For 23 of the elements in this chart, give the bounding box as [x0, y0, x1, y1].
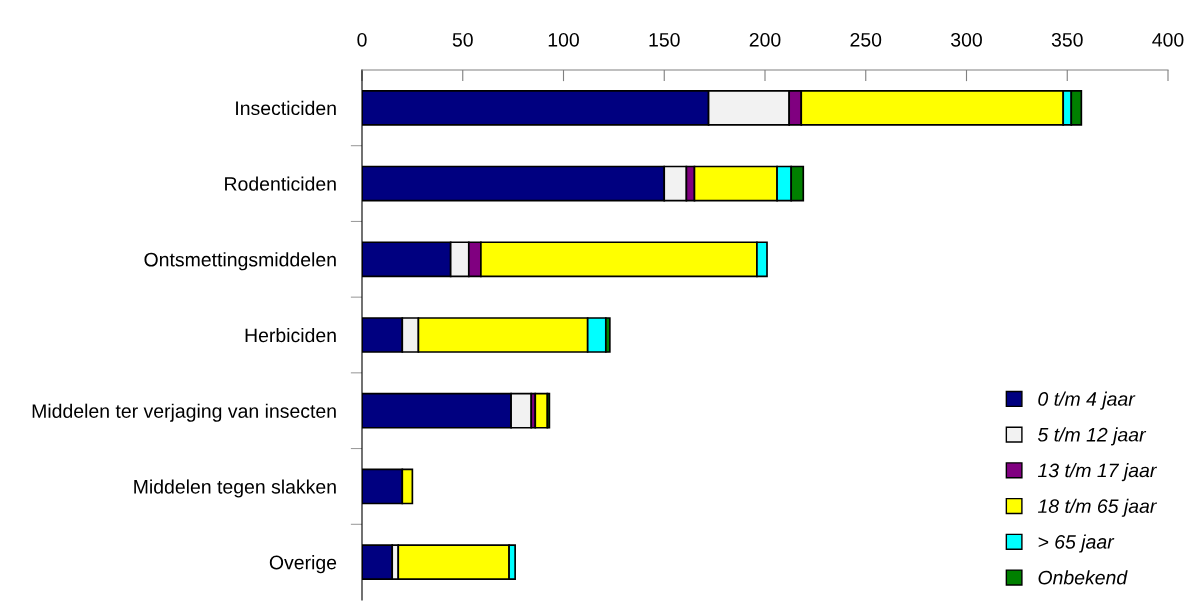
x-tick-label: 350 — [1051, 32, 1083, 47]
y-tick-label: Herbiciden — [245, 327, 336, 343]
legend-label: > 65 jaar — [1038, 534, 1115, 553]
x-tick-label: 0 — [357, 32, 367, 47]
x-tick-label: 100 — [548, 32, 579, 47]
x-tick-label: 150 — [649, 32, 680, 47]
x-tick-label: 200 — [749, 32, 781, 47]
y-tick-label: Overige — [269, 555, 337, 574]
y-tick-label: Ontsmettingsmiddelen — [144, 252, 336, 271]
x-tick-label: 400 — [1152, 32, 1184, 47]
y-tick-label: Middelen ter verjaging van insecten — [32, 403, 336, 422]
legend-label: 0 t/m 4 jaar — [1038, 391, 1136, 410]
legend-label: 5 t/m 12 jaar — [1037, 427, 1147, 446]
y-tick-label: Rodenticiden — [225, 176, 336, 191]
legend-label: Onbekend — [1038, 570, 1128, 585]
bar — [534, 392, 549, 429]
x-tick-label: 300 — [951, 32, 982, 47]
y-tick-label: Middelen tegen slakken — [134, 479, 336, 498]
legend-label: 18 t/m 65 jaar — [1037, 498, 1157, 517]
legend-label: 13 t/m 17 jaar — [1037, 463, 1157, 482]
x-tick-label: 250 — [850, 32, 882, 47]
x-tick-label: 50 — [452, 32, 473, 47]
y-tick-label: Insecticiden — [236, 100, 336, 116]
